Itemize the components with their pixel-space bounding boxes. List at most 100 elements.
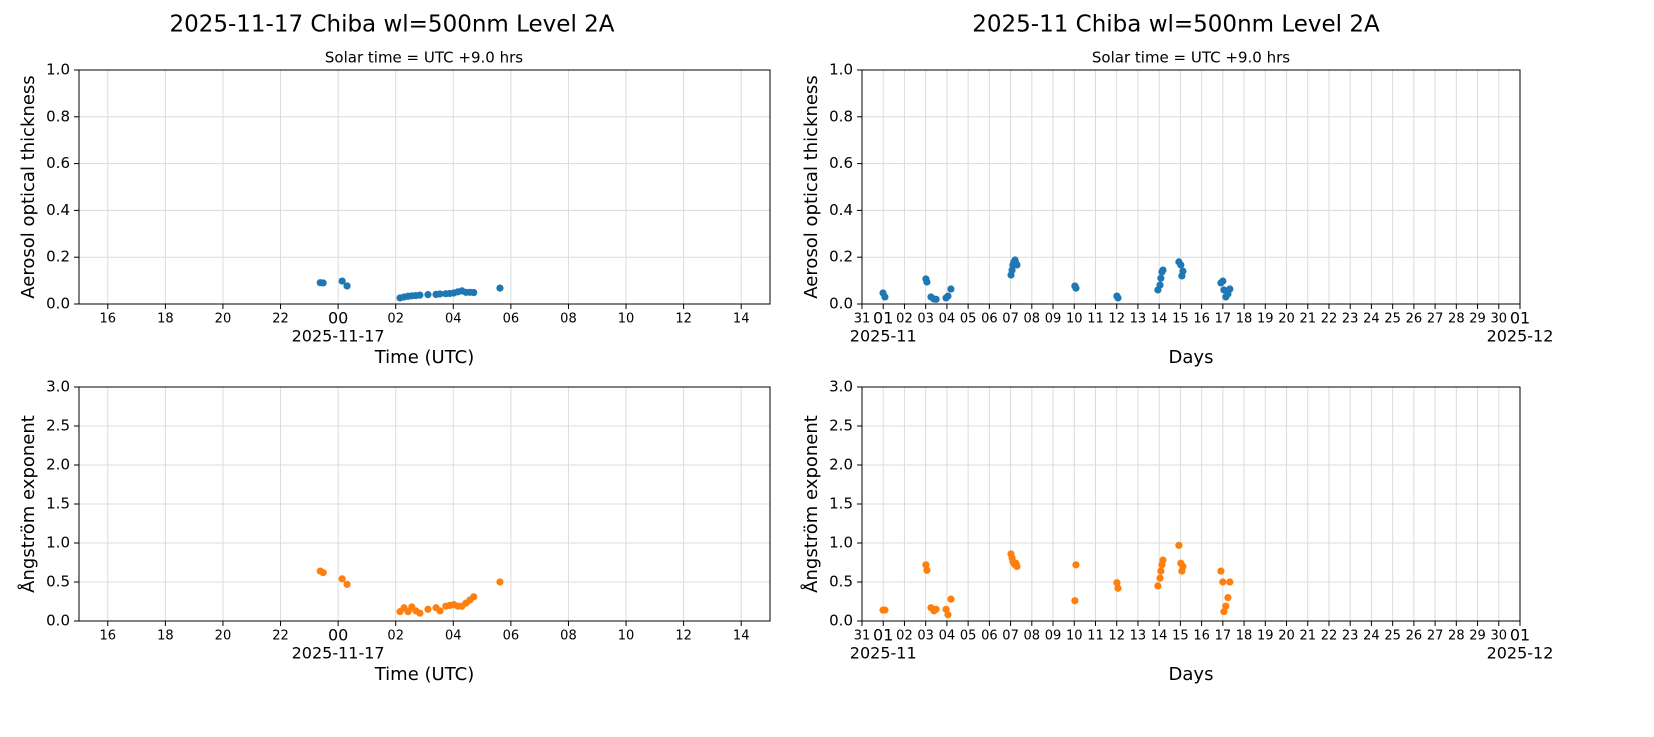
x-tick-label: 24 (1363, 629, 1380, 644)
data-point (470, 593, 478, 601)
x-tick-label: 10 (618, 312, 635, 327)
y-tick-label: 1.0 (829, 534, 853, 552)
data-point (1072, 284, 1080, 292)
y-tick-label: 2.5 (46, 417, 70, 435)
x-tick-label: 11 (1087, 312, 1104, 327)
y-axis-label: Aerosol optical thickness (801, 75, 822, 298)
x-tick-label: 17 (1215, 629, 1232, 644)
x-tick-label: 18 (1236, 629, 1253, 644)
x-tick-label: 09 (1045, 312, 1062, 327)
x-tick-label: 10 (618, 629, 635, 644)
data-point (1156, 574, 1164, 582)
x-tick-label: 10 (1066, 629, 1083, 644)
data-point (1013, 261, 1021, 269)
data-point (1219, 277, 1227, 285)
x-tick-label: 20 (1278, 312, 1295, 327)
data-point (1157, 274, 1165, 282)
data-point (1222, 602, 1230, 610)
data-point (1157, 567, 1165, 575)
data-point (338, 277, 346, 285)
x-tick-label: 26 (1406, 312, 1423, 327)
x-axis-label: Time (UTC) (374, 664, 475, 685)
x-date-label: 2025-11-17 (292, 327, 385, 346)
data-point (947, 285, 955, 293)
y-axis-label: Ångström exponent (17, 415, 39, 593)
y-tick-label: 3.0 (829, 378, 853, 396)
x-tick-label: 13 (1130, 312, 1147, 327)
y-tick-label: 2.0 (829, 456, 853, 474)
y-tick-label: 2.5 (829, 417, 853, 435)
data-point (944, 292, 952, 300)
x-tick-label: 04 (445, 312, 462, 327)
x-tick-label: 02 (896, 312, 913, 327)
x-tick-label: 02 (387, 312, 404, 327)
x-tick-label: 12 (1108, 629, 1125, 644)
x-axis-label: Time (UTC) (374, 347, 475, 368)
y-tick-label: 0.5 (829, 573, 853, 591)
x-tick-label: 14 (733, 312, 750, 327)
x-tick-label: 30 (1491, 312, 1508, 327)
y-tick-label: 3.0 (46, 378, 70, 396)
y-tick-label: 0.6 (46, 154, 70, 172)
chart-subtitle: Solar time = UTC +9.0 hrs (1092, 49, 1290, 67)
x-tick-label: 19 (1257, 312, 1274, 327)
y-tick-label: 0.0 (829, 295, 853, 313)
data-point (1179, 562, 1187, 571)
y-tick-label: 0.6 (829, 154, 853, 172)
data-point (1113, 579, 1121, 587)
x-date-label: 2025-11-17 (292, 644, 385, 663)
x-tick-label: 29 (1469, 629, 1486, 644)
y-tick-label: 0.8 (46, 107, 70, 125)
data-point (932, 605, 940, 613)
plot-frame (861, 386, 1521, 622)
x-tick-label: 22 (272, 629, 289, 644)
data-point (1071, 597, 1079, 605)
data-point (343, 282, 351, 290)
y-axis-label: Ångström exponent (800, 415, 822, 593)
chart-title: 2025-11 Chiba wl=500nm Level 2A (972, 12, 1380, 38)
data-point (881, 606, 889, 614)
chart-title: 2025-11-17 Chiba wl=500nm Level 2A (169, 12, 614, 38)
data-point (923, 278, 931, 286)
x-tick-label: 08 (560, 629, 577, 644)
data-point (1179, 267, 1187, 275)
x-tick-label: 16 (1193, 312, 1210, 327)
y-tick-label: 0.4 (46, 201, 70, 219)
data-point (1226, 578, 1234, 586)
x-tick-label: 02 (387, 629, 404, 644)
x-tick-label: 16 (100, 312, 117, 327)
x-tick-label: 20 (215, 312, 232, 327)
x-tick-label: 11 (1087, 629, 1104, 644)
data-point (470, 288, 478, 297)
x-tick-label: 23 (1342, 312, 1359, 327)
y-tick-label: 0.8 (829, 107, 853, 125)
data-point (932, 295, 940, 303)
x-tick-label: 29 (1469, 312, 1486, 327)
x-tick-label: 23 (1342, 629, 1359, 644)
data-point (1154, 582, 1162, 590)
x-tick-label: 00 (328, 626, 348, 645)
plot-frame (78, 69, 771, 305)
data-point (1156, 281, 1164, 289)
data-point (1114, 294, 1122, 302)
x-tick-label: 21 (1299, 629, 1316, 644)
x-tick-label: 15 (1172, 312, 1189, 327)
x-tick-label: 02 (896, 629, 913, 644)
y-axis-label: Aerosol optical thickness (18, 75, 39, 298)
y-tick-label: 0.4 (829, 201, 853, 219)
data-point (922, 561, 930, 569)
x-tick-label: 01 (873, 626, 893, 645)
y-tick-label: 1.5 (829, 495, 853, 513)
data-point (1159, 556, 1167, 564)
y-tick-label: 1.5 (46, 495, 70, 513)
data-point (1226, 285, 1234, 293)
x-tick-label: 14 (733, 629, 750, 644)
x-tick-label: 25 (1384, 629, 1401, 644)
x-tick-label: 06 (503, 629, 520, 644)
x-tick-label: 16 (100, 629, 117, 644)
x-tick-label: 18 (157, 629, 174, 644)
data-point (1220, 608, 1228, 616)
x-tick-label: 00 (328, 309, 348, 328)
x-tick-label: 21 (1299, 312, 1316, 327)
data-point (1177, 261, 1185, 269)
